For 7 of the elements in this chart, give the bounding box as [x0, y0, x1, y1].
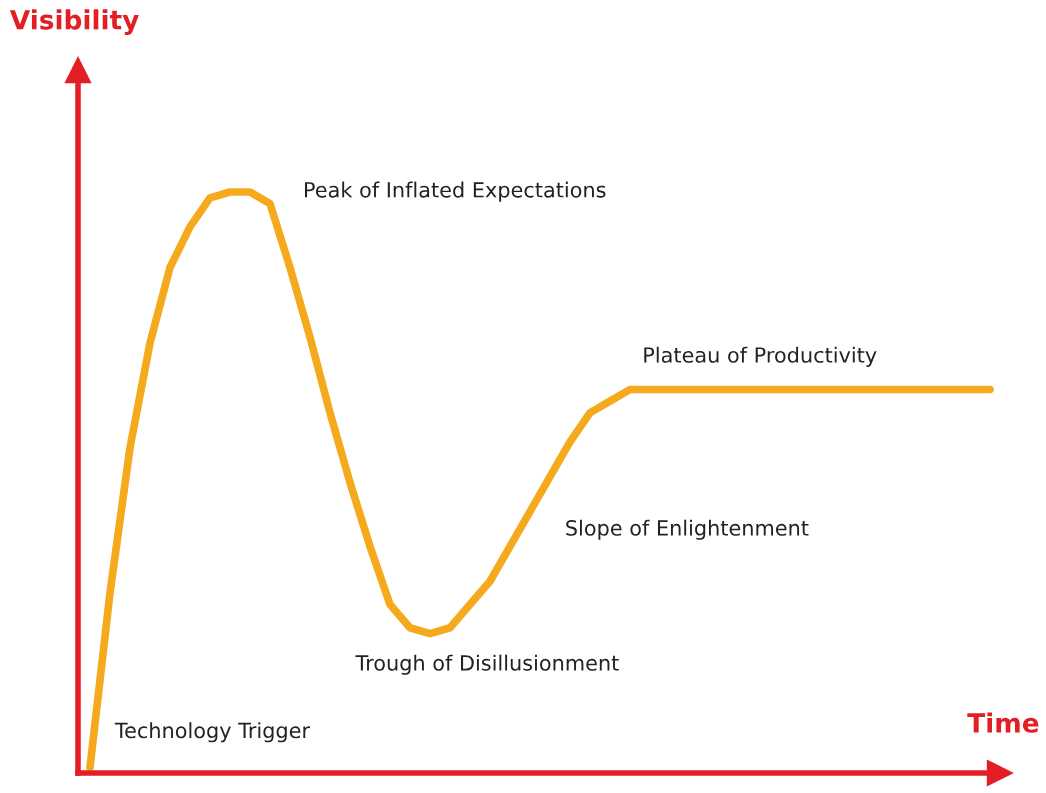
annotation: Trough of Disillusionment [355, 654, 619, 675]
x-axis-title: Time [967, 712, 1039, 733]
text: Visibility [9, 9, 139, 36]
annotation: Slope of Enlightenment [566, 519, 809, 540]
annotation: Peak of Inflated Expectations [305, 181, 606, 202]
annotation: Plateau of Productivity [644, 346, 877, 367]
annotation: Technology Trigger [114, 722, 311, 743]
